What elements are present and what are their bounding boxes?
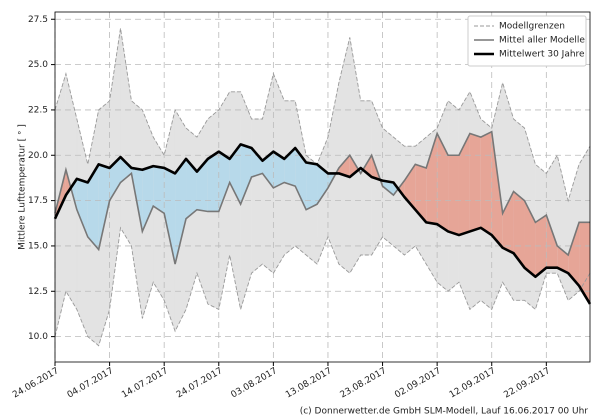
difference-fill (164, 167, 176, 265)
climate-mean-line (53, 143, 592, 305)
difference-fill (349, 155, 359, 178)
difference-fill (513, 191, 525, 268)
difference-fill (524, 200, 536, 277)
difference-fill (469, 133, 481, 232)
y-tick-label: 22.5 (28, 105, 48, 115)
plot-frame (54, 11, 591, 363)
legend-label: Mittelwert 30 Jahre (499, 50, 585, 60)
difference-fill (142, 166, 154, 232)
difference-fill (448, 155, 459, 236)
difference-fill (437, 133, 449, 232)
difference-fill (229, 144, 241, 205)
range-band (153, 136, 165, 302)
difference-fill (480, 131, 492, 236)
bound-line (54, 226, 591, 347)
difference-fill (557, 245, 569, 274)
difference-fill (338, 155, 350, 178)
difference-fill (491, 131, 503, 248)
difference-fill (426, 133, 438, 225)
y-tick-label: 17.5 (28, 196, 48, 206)
source-note: (c) Donnerwetter.de GmbH SLM-Modell, Lau… (300, 407, 589, 417)
y-tick-label: 27.5 (28, 15, 48, 25)
legend-box (467, 15, 587, 67)
difference-fill (295, 148, 307, 210)
difference-fill (186, 158, 197, 219)
difference-fill (317, 164, 328, 205)
difference-fill (153, 166, 165, 214)
difference-fill (175, 158, 187, 265)
difference-fill (76, 178, 88, 237)
difference-fill (240, 144, 252, 205)
y-tick-label: 10.0 (28, 332, 48, 342)
difference-fill (251, 148, 263, 178)
difference-fill (458, 133, 470, 236)
difference-fill (120, 157, 132, 183)
legend-label: Mittel aller Modelle (499, 36, 585, 46)
difference-fill (207, 151, 219, 212)
difference-fill (546, 215, 558, 268)
bound-line (54, 28, 591, 203)
difference-fill (196, 158, 208, 212)
difference-fill (382, 180, 394, 196)
difference-fill (98, 164, 110, 250)
range-band (360, 100, 372, 256)
y-tick-label: 20.0 (28, 151, 48, 161)
range-band (502, 82, 514, 302)
legend-label: Modellgrenzen (499, 22, 565, 32)
range-band (251, 118, 263, 274)
difference-fill (502, 191, 514, 254)
difference-fill (362, 155, 372, 178)
difference-fill (415, 164, 427, 223)
difference-fill (579, 222, 590, 304)
y-tick-label: 15.0 (28, 241, 48, 251)
difference-fill (87, 164, 99, 250)
y-tick-label: 25.0 (28, 60, 48, 70)
difference-fill (306, 162, 318, 210)
y-tick-label: 12.5 (28, 287, 48, 297)
difference-fill (109, 157, 121, 201)
difference-fill (218, 151, 230, 212)
y-axis-label: Mittlere Lufttemperatur [ ° ] (18, 124, 28, 250)
difference-fill (568, 222, 580, 286)
difference-fill (273, 151, 285, 188)
difference-fill (262, 151, 274, 188)
model-mean-line (54, 130, 590, 265)
